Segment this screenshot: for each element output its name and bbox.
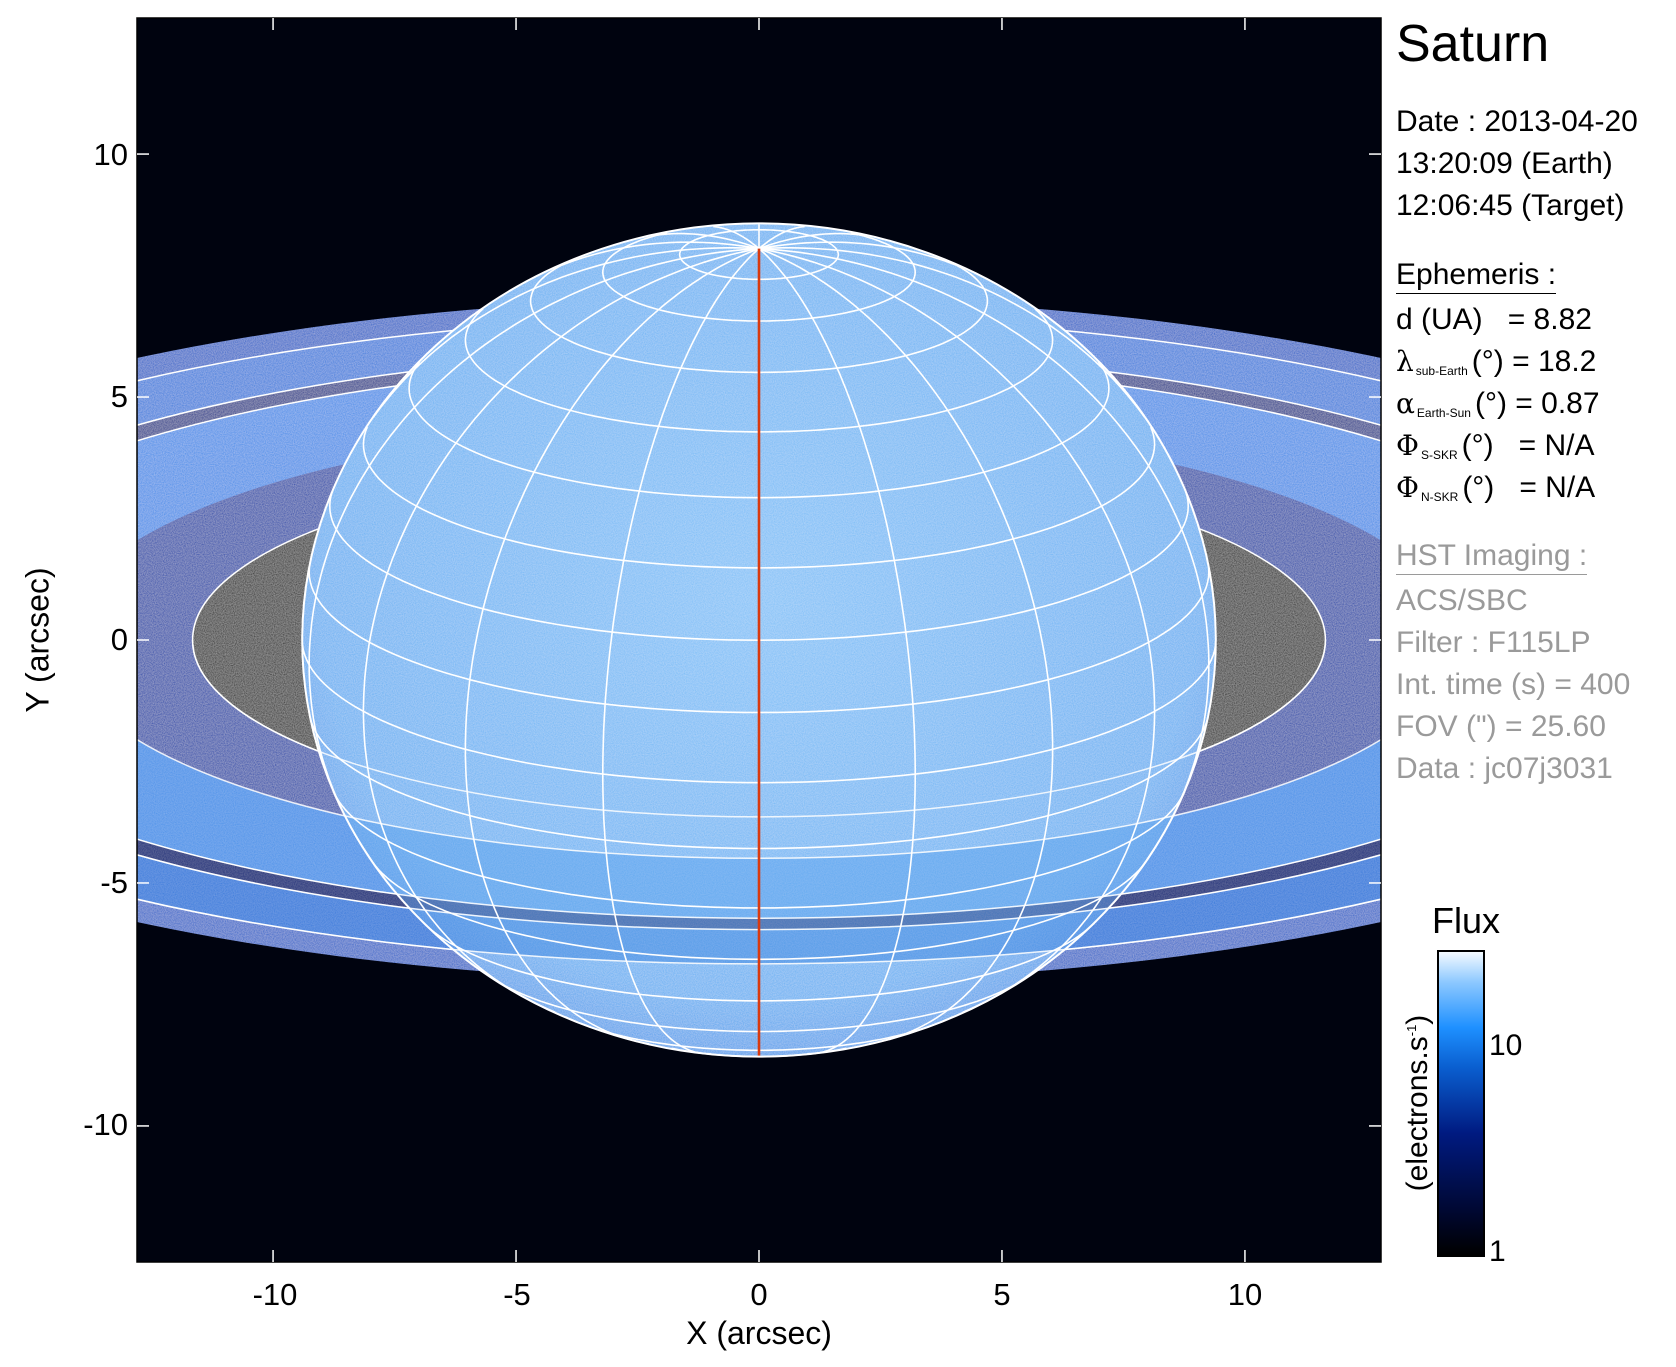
field-of-view: FOV (") = 25.60 — [1396, 710, 1606, 743]
x-axis-label: X (arcsec) — [686, 1315, 832, 1351]
planet-limb — [301, 222, 1217, 1058]
longitude-line — [464, 247, 760, 1045]
y-tick-label: -5 — [100, 865, 128, 900]
x-tick-label: -10 — [252, 1277, 298, 1312]
earth-time: 13:20:09 (Earth) — [1396, 147, 1613, 180]
latitude-line — [422, 921, 1096, 1002]
longitude-line — [758, 248, 916, 1055]
y-tick-label: -10 — [83, 1107, 128, 1142]
longitude-line — [758, 247, 1210, 858]
latitude-line — [464, 308, 1054, 433]
n-skr-phase-row: Φ N-SKR (°) = N/A — [1396, 471, 1596, 504]
longitude-line — [758, 232, 865, 250]
longitude-line — [758, 225, 805, 250]
colorbar-label: (electrons.s-1) — [1401, 1014, 1434, 1192]
longitude-line — [602, 248, 760, 1055]
phase-angle-row: α Earth-Sun (°) = 0.87 — [1396, 387, 1600, 420]
ephemeris-heading: Ephemeris : — [1396, 254, 1557, 296]
longitude-line — [758, 247, 1156, 1013]
latitude-line — [333, 792, 1185, 909]
longitude-line — [372, 247, 760, 418]
x-tick-label: -5 — [503, 1277, 531, 1312]
longitude-line — [758, 247, 1146, 418]
latitude-line — [486, 973, 1032, 1033]
front-ring-band — [137, 640, 1381, 919]
x-tick-label: 5 — [993, 1277, 1011, 1312]
sub-earth-lat-row: λ sub-Earth (°) = 18.2 — [1396, 345, 1597, 378]
colorbar-tick-label: 1 — [1489, 1235, 1506, 1268]
colorbar-title: Flux — [1432, 900, 1501, 941]
longitude-line — [560, 241, 760, 267]
x-tick-label: 0 — [750, 1277, 768, 1312]
distance-row: d (UA) = 8.82 — [1396, 303, 1592, 336]
y-tick-label: 10 — [93, 137, 128, 172]
s-skr-phase-row: Φ S-SKR (°) = N/A — [1396, 429, 1595, 462]
y-tick-label: 0 — [110, 622, 128, 657]
latitude-line — [309, 717, 1209, 850]
instrument: ACS/SBC — [1396, 584, 1528, 617]
date-line: Date : 2013-04-20 — [1396, 105, 1638, 138]
y-tick-label: 5 — [110, 379, 128, 414]
longitude-line — [653, 232, 760, 250]
target-time: 12:06:45 (Target) — [1396, 189, 1625, 222]
imaging-heading: HST Imaging : — [1396, 535, 1588, 577]
colorbar — [1437, 950, 1485, 1257]
longitude-line — [713, 225, 760, 250]
latitude-line — [301, 639, 1217, 784]
longitude-line — [758, 241, 958, 267]
y-axis-label: Y (arcsec) — [19, 567, 56, 713]
data-id: Data : jc07j3031 — [1396, 752, 1613, 785]
x-tick-label: 10 — [1227, 1277, 1263, 1312]
longitude-line — [362, 247, 760, 1013]
integration-time: Int. time (s) = 400 — [1396, 668, 1631, 701]
longitude-line — [758, 247, 1054, 1045]
planet-title: Saturn — [1396, 15, 1550, 73]
colorbar-tick-label: 10 — [1489, 1029, 1523, 1062]
latitude-line — [408, 361, 1110, 499]
filter: Filter : F115LP — [1396, 626, 1591, 659]
latitude-line — [308, 567, 1210, 714]
longitude-line — [308, 247, 760, 858]
latitude-line — [362, 426, 1156, 569]
